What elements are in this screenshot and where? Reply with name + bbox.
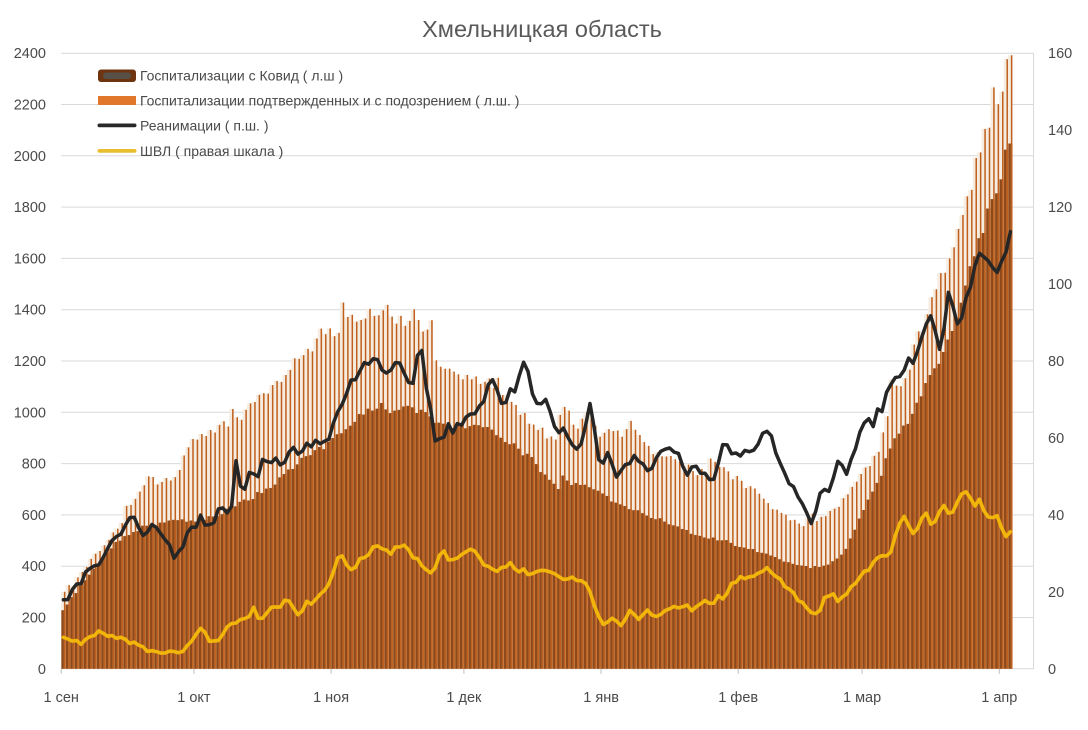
svg-text:400: 400 [22, 559, 46, 575]
svg-text:1 апр: 1 апр [981, 690, 1017, 706]
svg-text:1 окт: 1 окт [177, 690, 211, 706]
svg-text:1 фев: 1 фев [718, 690, 758, 706]
svg-text:80: 80 [1048, 354, 1064, 370]
svg-text:2000: 2000 [14, 149, 46, 165]
svg-text:0: 0 [1048, 662, 1056, 678]
svg-text:20: 20 [1048, 585, 1064, 601]
svg-text:200: 200 [22, 611, 46, 627]
svg-text:800: 800 [22, 457, 46, 473]
svg-text:1 янв: 1 янв [583, 690, 619, 706]
svg-text:60: 60 [1048, 431, 1064, 447]
svg-text:Госпитализации с Ковид ( л.ш ): Госпитализации с Ковид ( л.ш ) [140, 68, 343, 84]
svg-text:140: 140 [1048, 123, 1072, 139]
svg-text:ШВЛ ( правая шкала ): ШВЛ ( правая шкала ) [140, 143, 283, 159]
svg-text:40: 40 [1048, 508, 1064, 524]
svg-text:1 сен: 1 сен [43, 690, 78, 706]
svg-text:Госпитализации подтвержденных: Госпитализации подтвержденных и с подозр… [140, 93, 519, 109]
svg-text:1000: 1000 [14, 405, 46, 421]
svg-text:Реанимации ( п.ш. ): Реанимации ( п.ш. ) [140, 118, 269, 134]
svg-text:1400: 1400 [14, 303, 46, 319]
svg-text:1800: 1800 [14, 200, 46, 216]
svg-text:2400: 2400 [14, 46, 46, 62]
svg-text:1 ноя: 1 ноя [313, 690, 349, 706]
svg-text:1 мар: 1 мар [843, 690, 881, 706]
svg-text:160: 160 [1048, 46, 1072, 62]
svg-text:1600: 1600 [14, 251, 46, 267]
svg-text:Хмельницкая область: Хмельницкая область [422, 16, 662, 42]
svg-text:100: 100 [1048, 277, 1072, 293]
svg-text:600: 600 [22, 508, 46, 524]
svg-text:1200: 1200 [14, 354, 46, 370]
svg-text:2200: 2200 [14, 98, 46, 114]
svg-text:1 дек: 1 дек [446, 690, 482, 706]
svg-text:0: 0 [38, 662, 46, 678]
svg-text:120: 120 [1048, 200, 1072, 216]
